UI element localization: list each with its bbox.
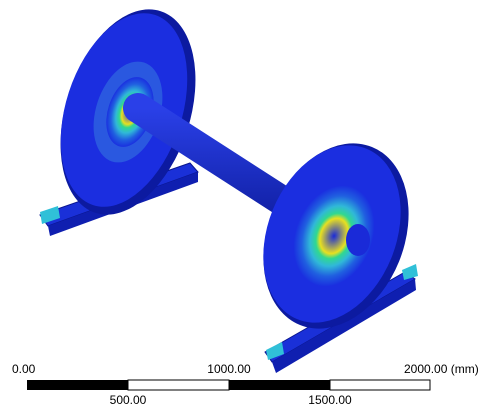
- scale-segment: [27, 380, 128, 390]
- viewport: 0.00 1000.00 2000.00 (mm) 500.00 1500.00: [0, 0, 502, 410]
- scale-segment: [330, 380, 430, 390]
- scale-label: 500.00: [110, 393, 147, 407]
- scale-label: 0.00: [12, 362, 36, 376]
- scale-segment: [128, 380, 229, 390]
- scale-label: 1500.00: [308, 393, 352, 407]
- scale-segment: [229, 380, 330, 390]
- model: [36, 0, 435, 373]
- scale-bar: 0.00 1000.00 2000.00 (mm) 500.00 1500.00: [12, 362, 479, 407]
- scale-label: 1000.00: [207, 362, 251, 376]
- scale-label: 2000.00 (mm): [404, 362, 479, 376]
